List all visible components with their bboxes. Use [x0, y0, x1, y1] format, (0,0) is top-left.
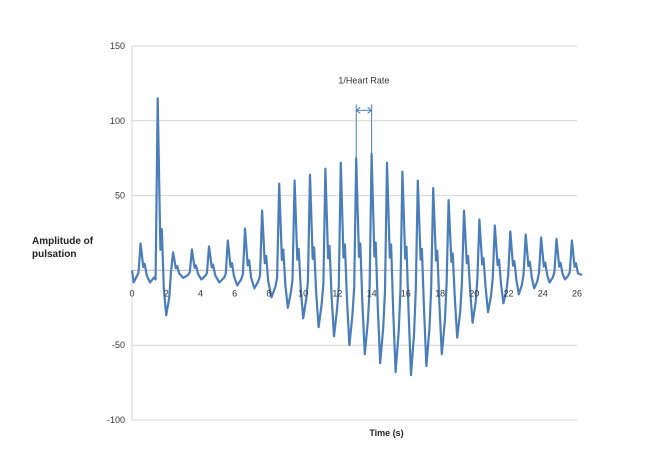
x-tick-label: 0 [129, 288, 134, 298]
annotation-label: 1/Heart Rate [338, 75, 389, 85]
annotation-arrowhead-left [355, 106, 361, 114]
y-axis-title-line-2: pulsation [32, 249, 77, 260]
annotation-arrowhead-right [367, 106, 373, 114]
x-tick-label: 18 [435, 288, 445, 298]
heart-rate-annotation: 1/Heart Rate [338, 75, 389, 159]
x-tick-label: 24 [538, 288, 548, 298]
y-tick-label: 150 [110, 41, 125, 51]
series-line-pulsation [130, 97, 583, 377]
y-axis-title: Amplitude of pulsation [32, 235, 127, 261]
x-tick-label: 16 [401, 288, 411, 298]
y-tick-label: 50 [115, 191, 125, 201]
grid-lines [131, 45, 577, 421]
x-tick-label: 20 [469, 288, 479, 298]
y-tick-label: 100 [110, 116, 125, 126]
x-tick-label: 26 [572, 288, 582, 298]
x-tick-label: 12 [332, 288, 342, 298]
x-tick-label: 22 [504, 288, 514, 298]
x-tick-label: 4 [198, 288, 203, 298]
x-tick-label: 6 [232, 288, 237, 298]
x-tick-label: 14 [367, 288, 377, 298]
y-tick-label: -50 [112, 340, 125, 350]
y-tick-labels: -100 -50 50 100 150 [107, 41, 125, 425]
x-axis-title: Time (s) [369, 428, 403, 438]
y-axis-title-line-1: Amplitude of [32, 236, 94, 247]
x-tick-label: 2 [164, 288, 169, 298]
x-tick-label: 10 [298, 288, 308, 298]
x-tick-labels: 0 2 4 6 8 10 12 14 16 18 20 22 24 26 [129, 288, 582, 298]
x-tick-label: 8 [266, 288, 271, 298]
y-tick-label: -100 [107, 415, 125, 425]
